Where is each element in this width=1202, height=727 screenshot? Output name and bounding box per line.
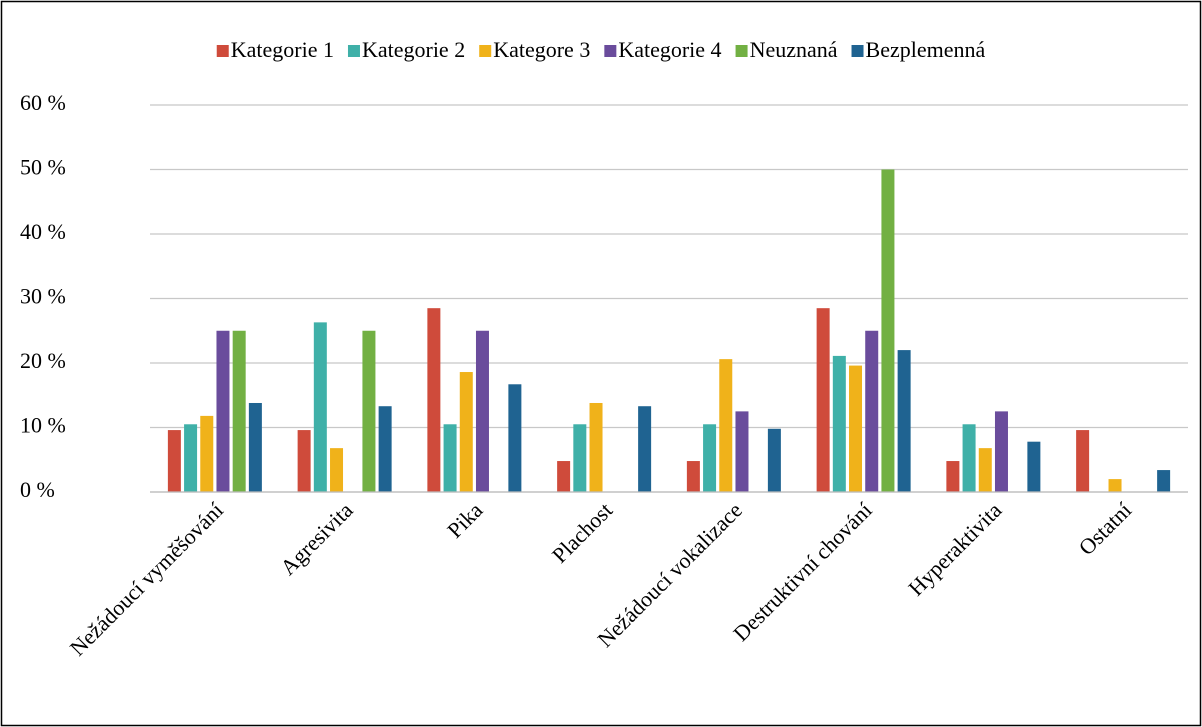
- y-tick-label: 40 %: [20, 219, 66, 244]
- legend-label: Kategorie 2: [362, 37, 465, 62]
- bar: [297, 430, 311, 492]
- bar: [589, 402, 603, 492]
- bar: [978, 448, 992, 492]
- bar: [767, 428, 781, 492]
- legend-swatch: [347, 45, 360, 57]
- bar: [557, 461, 571, 492]
- bar: [184, 424, 198, 492]
- legend-label: Kategore 3: [493, 37, 590, 62]
- legend-swatch: [216, 45, 229, 57]
- bar: [248, 402, 262, 492]
- y-tick-label: 30 %: [20, 284, 66, 309]
- bar: [1076, 430, 1090, 492]
- legend-swatch: [851, 45, 864, 57]
- legend-label: Kategorie 4: [618, 37, 721, 62]
- legend-swatch: [479, 45, 492, 57]
- bar: [865, 330, 879, 492]
- bar: [719, 359, 733, 492]
- bar: [475, 330, 489, 492]
- bar: [508, 384, 522, 492]
- bar: [232, 330, 246, 492]
- bar: [459, 372, 473, 492]
- bar: [167, 430, 181, 492]
- bar: [735, 411, 749, 492]
- bar: [703, 424, 717, 492]
- bar: [881, 169, 895, 492]
- bar: [330, 448, 344, 492]
- bar: [994, 411, 1008, 492]
- bar: [832, 355, 846, 492]
- bar: [573, 424, 587, 492]
- bar: [313, 322, 327, 492]
- bar: [962, 424, 976, 492]
- y-tick-label: 0 %: [20, 477, 55, 502]
- legend-label: Neuznaná: [750, 37, 838, 62]
- y-tick-label: 50 %: [20, 155, 66, 180]
- bar: [1027, 441, 1041, 492]
- bar: [638, 406, 652, 492]
- bar: [1108, 479, 1122, 492]
- bar: [946, 461, 960, 492]
- bar: [816, 308, 830, 492]
- bar: [897, 350, 911, 492]
- bar: [1157, 470, 1171, 492]
- legend-label: Bezplemenná: [866, 37, 986, 62]
- bar: [216, 330, 230, 492]
- legend-swatch: [735, 45, 748, 57]
- legend-label: Kategorie 1: [231, 37, 334, 62]
- bar: [378, 406, 392, 492]
- bar: [427, 308, 441, 492]
- y-tick-label: 60 %: [20, 90, 66, 115]
- bar: [686, 461, 700, 492]
- bar: [200, 415, 214, 492]
- y-tick-label: 10 %: [20, 413, 66, 438]
- bar: [443, 424, 457, 492]
- bar: [362, 330, 376, 492]
- y-tick-label: 20 %: [20, 348, 66, 373]
- legend-swatch: [604, 45, 617, 57]
- bar: [849, 365, 863, 492]
